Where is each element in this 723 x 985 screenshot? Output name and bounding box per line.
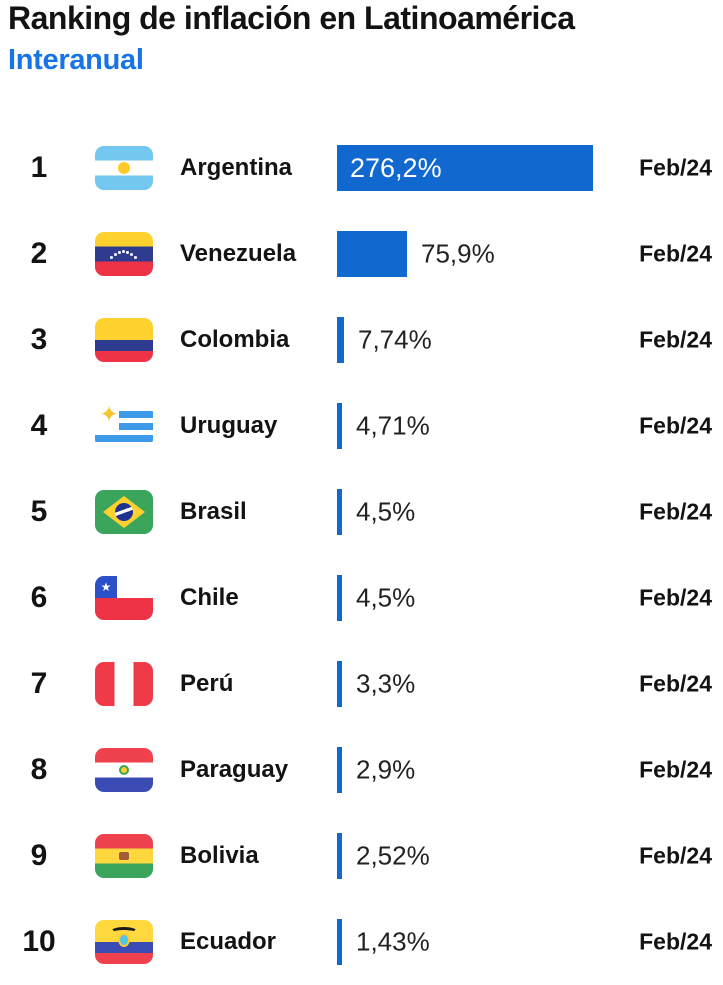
ranking-row: 4 Uruguay 4,71% Feb/24 xyxy=(0,383,723,469)
value-label: 3,3% xyxy=(356,668,416,699)
venezuela-flag-emblem xyxy=(122,250,125,253)
country-name: Ecuador xyxy=(180,928,277,955)
period-label: Feb/24 xyxy=(639,154,712,181)
country-name: Argentina xyxy=(180,154,293,181)
country-name: Colombia xyxy=(180,326,290,353)
uruguay-flag-emblem xyxy=(97,404,121,426)
ranking-row: 7 Perú 3,3% Feb/24 xyxy=(0,641,723,727)
inflation-bar xyxy=(337,747,342,793)
rank-number: 4 xyxy=(30,409,48,442)
rank-number: 9 xyxy=(30,839,48,872)
inflation-bar xyxy=(337,919,342,965)
value-label: 4,71% xyxy=(356,410,430,441)
ranking-row: 5 Brasil 4,5% Feb/24 xyxy=(0,469,723,555)
ecuador-flag-emblem xyxy=(118,933,130,947)
ranking-row: 9 Bolivia 2,52% Feb/24 xyxy=(0,813,723,899)
country-name: Paraguay xyxy=(180,756,289,783)
country-name: Venezuela xyxy=(180,240,297,267)
chart-subtitle: Interanual xyxy=(8,43,144,76)
period-label: Feb/24 xyxy=(639,498,712,525)
rank-number: 7 xyxy=(30,667,48,700)
ranking-row: 2 Venezuela 75,9% Feb/24 xyxy=(0,211,723,297)
paraguay-flag-emblem xyxy=(119,765,129,775)
inflation-bar xyxy=(337,661,342,707)
period-label: Feb/24 xyxy=(639,412,712,439)
inflation-bar xyxy=(337,575,342,621)
rank-number: 2 xyxy=(30,237,48,270)
colombia-flag-icon xyxy=(95,318,153,362)
argentina-flag-icon xyxy=(95,146,153,190)
period-label: Feb/24 xyxy=(639,842,712,869)
brasil-flag-icon xyxy=(95,490,153,534)
period-label: Feb/24 xyxy=(639,584,712,611)
period-label: Feb/24 xyxy=(639,756,712,783)
value-label: 4,5% xyxy=(356,582,416,613)
rank-number: 6 xyxy=(30,581,48,614)
ranking-row: 3 Colombia 7,74% Feb/24 xyxy=(0,297,723,383)
ecuador-flag-emblem xyxy=(110,927,138,937)
rank-number: 10 xyxy=(22,925,56,958)
ranking-row: 1 Argentina 276,2% Feb/24 xyxy=(0,125,723,211)
bolivia-flag-emblem xyxy=(119,852,129,860)
bolivia-flag-icon xyxy=(95,834,153,878)
value-label: 7,74% xyxy=(358,324,432,355)
inflation-bar xyxy=(337,231,407,277)
rank-number: 3 xyxy=(30,323,48,356)
value-label: 75,9% xyxy=(421,238,495,269)
chile-flag-emblem xyxy=(95,576,117,598)
uruguay-flag-icon xyxy=(95,404,153,448)
country-name: Uruguay xyxy=(180,412,278,439)
country-name: Perú xyxy=(180,670,234,697)
peru-flag-icon xyxy=(95,662,153,706)
period-label: Feb/24 xyxy=(639,240,712,267)
chart-header: Ranking de inflación en Latinoamérica In… xyxy=(8,0,723,77)
ranking-row: 6 Chile 4,5% Feb/24 xyxy=(0,555,723,641)
value-label: 276,2% xyxy=(350,152,442,183)
rank-number: 8 xyxy=(30,753,48,786)
value-label: 2,9% xyxy=(356,754,416,785)
inflation-bar xyxy=(337,317,344,363)
inflation-bar xyxy=(337,403,342,449)
chile-flag-icon xyxy=(95,576,153,620)
chart-title: Ranking de inflación en Latinoamérica xyxy=(8,0,575,36)
brasil-flag-emblem xyxy=(115,503,133,521)
value-label: 2,52% xyxy=(356,840,430,871)
inflation-bar: 276,2% xyxy=(337,145,593,191)
period-label: Feb/24 xyxy=(639,928,712,955)
country-name: Bolivia xyxy=(180,842,259,869)
paraguay-flag-icon xyxy=(95,748,153,792)
argentina-flag-emblem xyxy=(118,162,130,174)
ranking-row: 10 Ecuador 1,43% Feb/24 xyxy=(0,899,723,985)
value-label: 4,5% xyxy=(356,496,416,527)
country-name: Brasil xyxy=(180,498,247,525)
period-label: Feb/24 xyxy=(639,326,712,353)
venezuela-flag-icon xyxy=(95,232,153,276)
value-label: 1,43% xyxy=(356,926,430,957)
rank-number: 5 xyxy=(30,495,48,528)
period-label: Feb/24 xyxy=(639,670,712,697)
ranking-list: 1 Argentina 276,2% Feb/24 2 Venezuela 75,9% Feb… xyxy=(0,125,723,985)
inflation-bar xyxy=(337,833,342,879)
rank-number: 1 xyxy=(30,151,48,184)
country-name: Chile xyxy=(180,584,239,611)
ranking-row: 8 Paraguay 2,9% Feb/24 xyxy=(0,727,723,813)
inflation-bar xyxy=(337,489,342,535)
ecuador-flag-icon xyxy=(95,920,153,964)
